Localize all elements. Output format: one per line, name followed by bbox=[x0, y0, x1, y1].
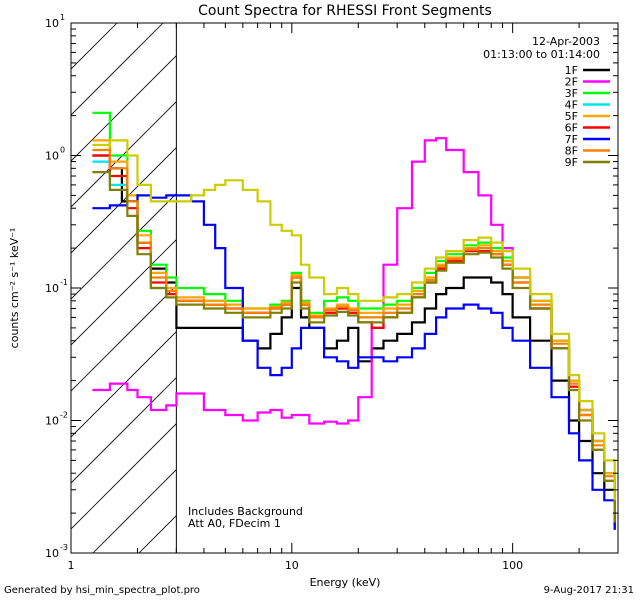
series-9f-line bbox=[92, 171, 616, 523]
legend-label-1f: 1F bbox=[565, 64, 578, 77]
timestamp: 9-Aug-2017 21:31 bbox=[543, 585, 634, 596]
chart-title: Count Spectra for RHESSI Front Segments bbox=[198, 3, 492, 19]
y-tick-exponent: -2 bbox=[60, 411, 68, 420]
time-range-label: 01:13:00 to 01:14:00 bbox=[483, 48, 600, 61]
x-tick-label: 10 bbox=[285, 559, 299, 572]
hatch-line bbox=[71, 23, 164, 116]
y-tick-label: 10 bbox=[45, 547, 59, 560]
series-group bbox=[92, 111, 616, 530]
y-tick-exponent: 0 bbox=[60, 146, 65, 155]
x-tick-label: 100 bbox=[502, 559, 523, 572]
hatch-line bbox=[71, 193, 177, 300]
y-tick-exponent: -3 bbox=[60, 543, 68, 552]
x-tick-label: 1 bbox=[68, 559, 75, 572]
legend-label-7f: 7F bbox=[565, 133, 578, 146]
legend-label-9f: 9F bbox=[565, 156, 578, 169]
y-tick-label: 10 bbox=[45, 150, 59, 163]
y-tick-label: 10 bbox=[45, 415, 59, 428]
hatch-line bbox=[71, 239, 177, 346]
legend-label-4f: 4F bbox=[565, 99, 578, 112]
hatch-line bbox=[71, 377, 177, 484]
hatch-line bbox=[71, 101, 177, 208]
hatch-line bbox=[71, 423, 177, 530]
date-label: 12-Apr-2003 bbox=[532, 35, 600, 48]
hatch-line bbox=[71, 285, 177, 392]
legend-label-2f: 2F bbox=[565, 76, 578, 89]
excluded-region-hatch bbox=[71, 23, 177, 553]
legend-label-6f: 6F bbox=[565, 122, 578, 135]
annotation-background: Includes Background bbox=[188, 505, 303, 518]
legend-label-3f: 3F bbox=[565, 87, 578, 100]
generated-by: Generated by hsi_min_spectra_plot.pro bbox=[4, 585, 200, 596]
x-axis-label: Energy (keV) bbox=[310, 576, 381, 589]
legend-label-8f: 8F bbox=[565, 145, 578, 158]
y-tick-exponent: -1 bbox=[60, 278, 68, 287]
y-axis-label: counts cm⁻² s⁻¹ keV⁻¹ bbox=[8, 228, 21, 349]
annotation-attenuator: Att A0, FDecim 1 bbox=[188, 517, 281, 530]
y-tick-exponent: 1 bbox=[60, 13, 65, 22]
series-extra-9-line bbox=[92, 139, 616, 501]
series-1f-line bbox=[92, 154, 616, 530]
legend-label-5f: 5F bbox=[565, 110, 578, 123]
hatch-line bbox=[71, 55, 177, 162]
y-tick-label: 10 bbox=[45, 282, 59, 295]
y-tick-label: 10 bbox=[45, 17, 59, 30]
series-8f-line bbox=[92, 148, 616, 517]
